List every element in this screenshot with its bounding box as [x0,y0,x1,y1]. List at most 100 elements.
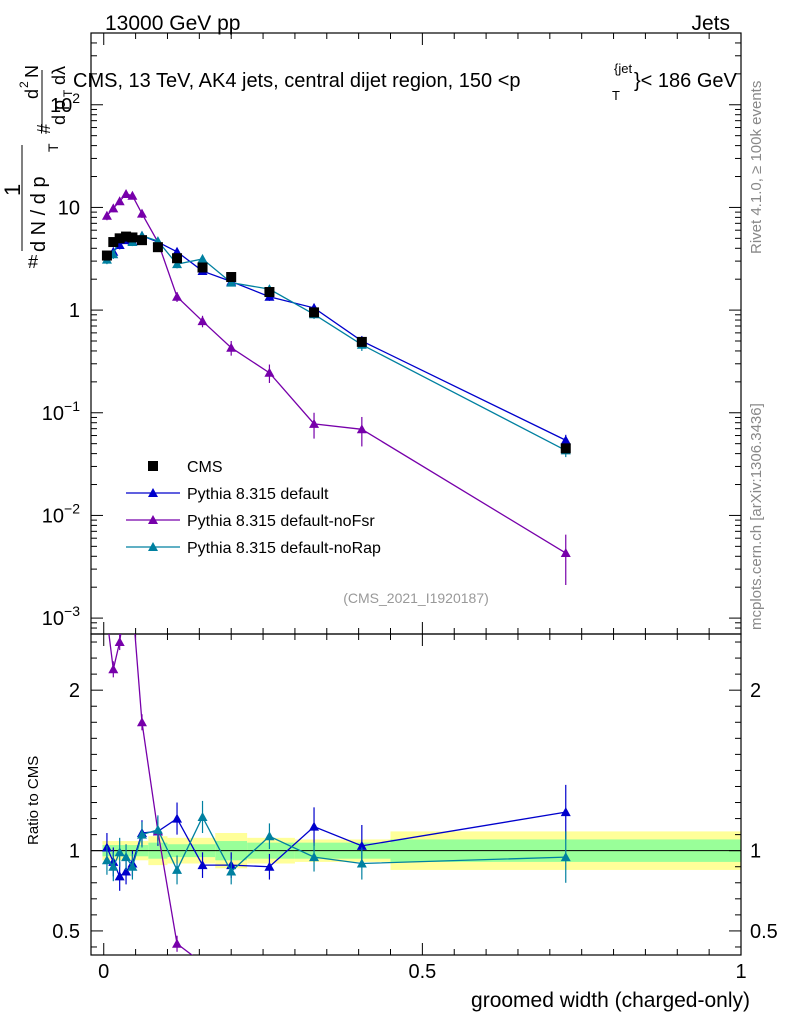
ratio-point [172,864,183,874]
cms-data-point [121,231,132,242]
cms-data-point [226,272,237,283]
y-tick-label: 1 [69,300,80,322]
ratio-point [226,974,236,983]
ratio-y-tick-label-right: 2 [750,680,761,702]
data-point [121,189,132,199]
cms-data-point [127,232,138,243]
ratio-point [226,866,237,876]
ratio-point [264,861,275,871]
svg-text:d p: d p [49,100,69,125]
data-point [108,203,119,213]
ratio-point [127,861,138,871]
legend-marker-data [148,461,158,471]
data-point [136,208,147,218]
x-tick-label: 1 [735,961,746,983]
ratio-point [309,852,320,862]
analysis-tag: (CMS_2021_I1920187) [343,590,489,606]
ratio-point [309,993,319,1002]
rivet-label: Rivet 4.1.0, ≥ 100k events [748,81,765,254]
y-tick-label: 10−3 [42,603,80,630]
ratio-y-tick-label: 0.5 [52,921,80,943]
ratio-point [356,858,367,868]
series-main-2 [101,230,571,458]
ratio-point [356,840,367,850]
svg-text:#: # [34,124,54,134]
legend-label: Pythia 8.315 default-noRap [187,540,381,557]
data-point [101,210,112,220]
data-point [197,316,208,326]
cms-data-point [309,307,320,318]
cms-data-point [197,262,208,273]
ratio-frame [90,633,742,956]
ratio-point [172,813,183,823]
ratio-point [127,597,137,606]
header-left: 13000 GeV pp [105,12,240,35]
data-point [309,418,320,428]
data-point [226,277,237,287]
data-point [560,435,571,445]
ratio-point [264,980,274,989]
legend-label: CMS [187,459,223,476]
header-right: Jets [691,12,730,35]
ratio-point [309,821,320,831]
ratio-point [114,637,125,647]
cms-data-point [101,250,112,261]
cms-data-point [264,287,275,298]
title-tail: }< 186 GeV [634,70,738,92]
ratio-point [560,807,571,817]
data-point [127,190,138,200]
chart-title: CMS, 13 TeV, AK4 jets, central dijet reg… [73,61,738,103]
title-main: CMS, 13 TeV, AK4 jets, central dijet reg… [73,70,521,92]
legend-marker [148,542,158,551]
y-axis-label-main: # 1 d N / d p T # d 2 N d p T dλ [0,65,75,272]
y-tick-label: 10 [58,197,80,219]
cms-data-point [136,235,147,246]
ratio-point [108,861,119,871]
ratio-point [101,855,112,865]
ratio-point [136,829,147,839]
svg-text:N: N [22,65,42,78]
y-tick-label: 10−1 [42,398,80,425]
series-layer [101,189,571,1002]
y-tick-label: 102 [50,90,80,117]
ratio-y-tick-label: 1 [69,841,80,863]
data-point [197,253,208,263]
data-point [356,424,367,434]
ratio-point [114,847,125,857]
x-axis-label: groomed width (charged-only) [471,989,750,1012]
svg-text:dλ: dλ [49,66,69,85]
x-tick-label: 0 [98,961,109,983]
ratio-point [197,860,208,870]
svg-text:T: T [61,89,75,97]
ratio-y-tick-label: 2 [69,680,80,702]
ratio-point [172,938,183,948]
svg-text:1: 1 [0,184,25,196]
ratio-point [102,613,112,622]
legend: CMS Pythia 8.315 default Pythia 8.315 defa… [126,459,381,557]
ratio-point [357,984,367,993]
ratio-point [264,831,275,841]
ratio-point [108,664,119,674]
series-ratio-2 [101,800,571,885]
ratio-point [121,589,131,598]
ratio-y-tick-label-right: 1 [750,841,761,863]
ratio-line [108,634,193,955]
title-superscript: {jet [614,61,632,76]
svg-text:d N / d p: d N / d p [28,176,50,252]
series-data [101,231,571,454]
legend-marker [148,515,158,524]
data-point [172,259,183,269]
data-point [114,196,125,206]
data-point [172,291,183,301]
legend-label: Pythia 8.315 default-noFsr [187,513,375,530]
mcplots-label: mcplots.cern.ch [arXiv:1306.3436] [748,403,765,630]
cms-data-point [356,336,367,347]
data-point [264,367,275,377]
svg-text:d: d [22,89,42,99]
series-line [106,193,567,554]
ratio-point [121,866,132,876]
ratio-point [560,852,571,862]
legend-label: Pythia 8.315 default [187,486,329,503]
